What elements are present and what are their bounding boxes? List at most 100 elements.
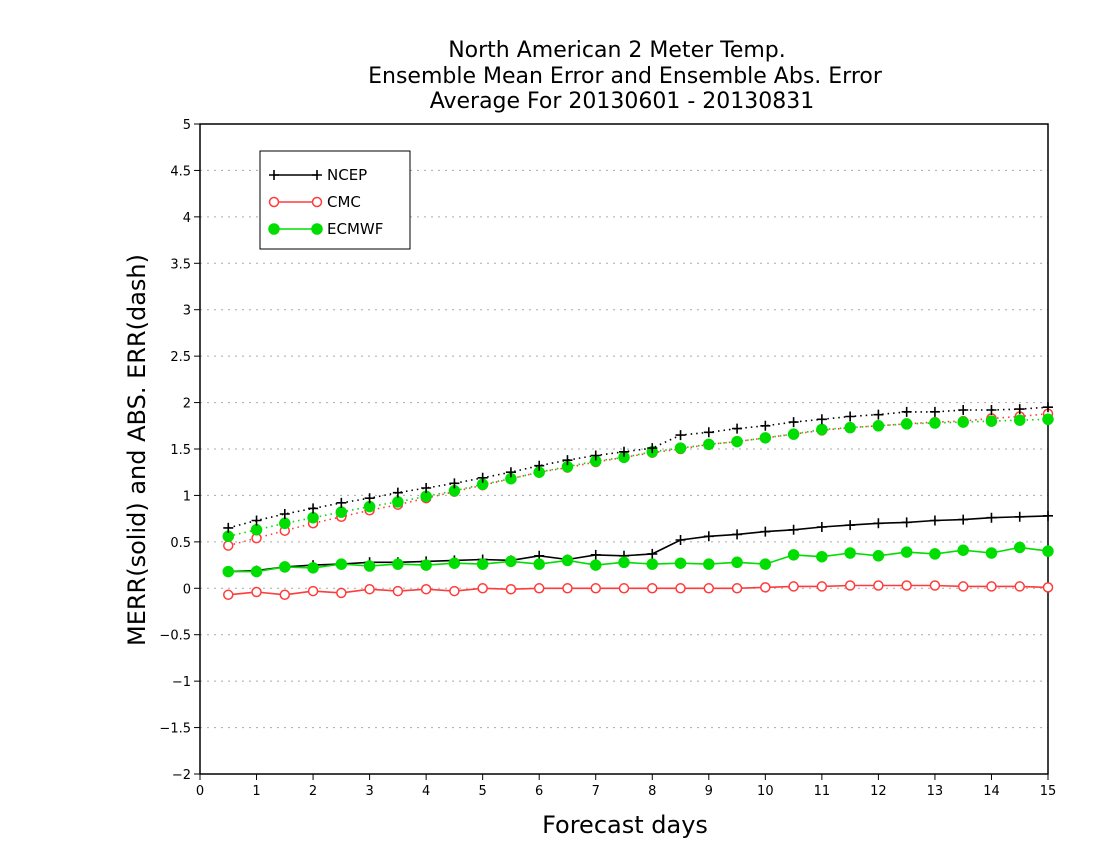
- ncep-abs-err-point: [732, 423, 743, 434]
- cmc-merr-point: [392, 585, 404, 597]
- y-tick-label: 5: [183, 118, 191, 133]
- ncep-merr-point: [901, 517, 912, 528]
- legend-ncep-point: [312, 170, 322, 180]
- ecmwf-merr-line: [228, 546, 1049, 573]
- ncep-abs-err-point: [251, 515, 262, 526]
- ncep-merr-point: [760, 526, 771, 537]
- ncep-abs-err-point: [534, 460, 545, 471]
- ncep-abs-err-point: [505, 467, 516, 478]
- ncep-abs-err-point: [364, 493, 375, 504]
- ecmwf-merr-point: [335, 558, 348, 570]
- ecmwf-merr-point: [900, 546, 913, 558]
- ncep-abs-err-point: [929, 406, 940, 417]
- y-tick-label: −0.5: [159, 629, 191, 644]
- legend-ecmwf-point: [268, 223, 280, 235]
- ncep-abs-err-point: [336, 497, 347, 508]
- cmc-merr-point: [957, 581, 969, 592]
- cmc-merr-point: [1014, 581, 1025, 592]
- x-tick-label: 0: [196, 784, 204, 799]
- ecmwf-merr-point: [420, 559, 432, 571]
- y-tick-label: 1: [183, 489, 191, 504]
- y-tick-label: −2: [172, 768, 191, 783]
- ncep-merr-point: [1014, 511, 1025, 522]
- ecmwf-merr-point: [476, 558, 489, 570]
- ecmwf-merr-point: [844, 547, 856, 559]
- ncep-abs-err-point: [845, 411, 856, 422]
- ncep-abs-err-point: [958, 405, 969, 415]
- ecmwf-merr-point: [929, 548, 941, 560]
- x-tick-label: 10: [757, 784, 774, 799]
- legend-item-ecmwf: ECMWF: [268, 220, 383, 238]
- ncep-merr-point: [958, 514, 969, 525]
- cmc-merr-point: [364, 583, 375, 595]
- ecmwf-merr-point: [589, 559, 602, 571]
- ecmwf-abs-err-point: [335, 506, 348, 518]
- ecmwf-abs-err-point: [1042, 413, 1054, 426]
- legend-cmc-point: [311, 196, 323, 208]
- x-tick-label: 4: [422, 784, 430, 799]
- ecmwf-merr-point: [731, 556, 743, 569]
- cmc-merr-point: [279, 589, 291, 601]
- cmc-merr-point: [901, 580, 912, 591]
- y-tick-label: −1.5: [159, 722, 191, 737]
- x-axis-label: Forecast days: [542, 811, 708, 839]
- ecmwf-merr-point: [816, 550, 828, 563]
- ecmwf-merr-point: [985, 547, 998, 559]
- cmc-merr-point: [929, 580, 941, 591]
- cmc-abs-err-series: [223, 408, 1054, 551]
- x-tick-label: 15: [1040, 784, 1057, 799]
- chart-title-line-1: North American 2 Meter Temp.: [448, 38, 786, 63]
- y-tick-label: −1: [172, 675, 191, 690]
- y-tick-label: 3.5: [170, 257, 191, 272]
- ncep-merr-point: [647, 548, 658, 559]
- ecmwf-merr-point: [703, 558, 715, 570]
- ecmwf-merr-point: [1013, 541, 1026, 554]
- ecmwf-merr-point: [222, 565, 235, 578]
- y-tick-label: 4: [183, 211, 191, 226]
- cmc-merr-line: [228, 584, 1049, 596]
- cmc-abs-err-point: [223, 540, 234, 551]
- cmc-merr-point: [336, 587, 347, 599]
- ecmwf-abs-err-point: [759, 432, 772, 444]
- ecmwf-abs-err-point: [816, 423, 828, 436]
- ncep-abs-err-point: [1014, 404, 1025, 415]
- series-layer: [222, 402, 1054, 601]
- y-tick-label: 3: [183, 304, 191, 319]
- cmc-merr-point: [505, 583, 517, 595]
- legend-label: NCEP: [327, 166, 367, 184]
- ncep-abs-err-point: [788, 417, 799, 428]
- x-tick-label: 1: [252, 784, 260, 799]
- ecmwf-abs-err-point: [787, 428, 800, 440]
- cmc-merr-point: [223, 589, 234, 601]
- ecmwf-merr-point: [561, 554, 574, 567]
- legend-item-ncep: NCEP: [269, 166, 367, 184]
- y-tick-label: 4.5: [170, 164, 191, 179]
- ncep-abs-err-point: [986, 405, 997, 415]
- ecmwf-merr-point: [618, 556, 630, 569]
- ncep-abs-err-point: [619, 446, 629, 457]
- ecmwf-abs-err-point: [900, 418, 913, 430]
- ncep-abs-err-point: [816, 414, 827, 425]
- ecmwf-abs-err-point: [1013, 414, 1026, 426]
- cmc-merr-point: [647, 583, 658, 594]
- ncep-merr-point: [845, 520, 856, 531]
- ncep-merr-point: [816, 522, 827, 532]
- ecmwf-merr-point: [872, 550, 885, 562]
- ecmwf-abs-err-series: [222, 413, 1054, 543]
- cmc-merr-point: [618, 583, 630, 594]
- ncep-merr-point: [986, 512, 997, 523]
- ncep-abs-err-point: [477, 472, 488, 483]
- legend-label: CMC: [327, 193, 361, 211]
- ncep-merr-point: [788, 524, 799, 535]
- x-tick-label: 9: [705, 784, 713, 799]
- ecmwf-merr-point: [392, 558, 404, 570]
- ecmwf-abs-err-point: [250, 524, 263, 536]
- x-tick-label: 7: [592, 784, 600, 799]
- ncep-abs-err-point: [703, 427, 714, 438]
- cmc-merr-point: [873, 580, 884, 591]
- cmc-merr-point: [420, 583, 432, 595]
- x-tick-label: 12: [870, 784, 887, 799]
- ecmwf-abs-err-point: [872, 420, 885, 432]
- y-tick-label: 0.5: [170, 536, 191, 551]
- ecmwf-abs-err-point: [307, 511, 319, 524]
